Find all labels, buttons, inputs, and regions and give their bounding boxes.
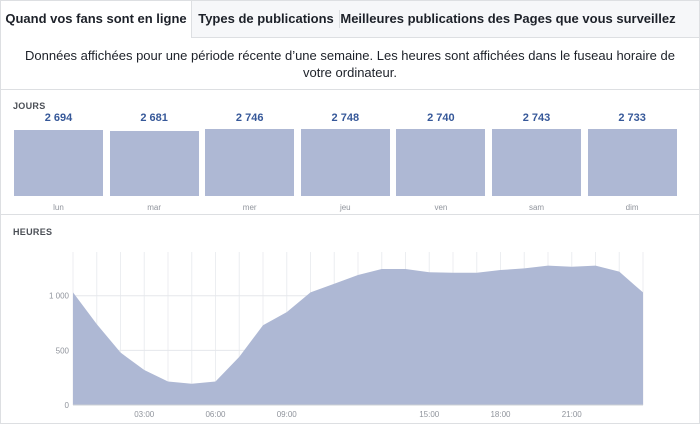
hours-area-series — [73, 265, 643, 405]
y-tick-label: 0 — [65, 401, 70, 410]
day-value-label: 2 681 — [140, 112, 168, 124]
y-tick-label: 500 — [56, 346, 70, 355]
hours-chart: HEURES 0 500 1 000 03:00 06:00 09:00 15:00 18:0… — [1, 215, 699, 423]
x-tick-label: 15:00 — [419, 410, 440, 419]
period-notice-text: Données affichées pour une période récen… — [25, 48, 675, 80]
day-column-lun[interactable]: 2 694 lun — [14, 90, 103, 214]
day-name-label: ven — [434, 203, 448, 212]
day-column-dim[interactable]: 2 733 dim — [587, 90, 677, 214]
tab-top-posts-watched-pages[interactable]: Meilleures publications des Pages que vo… — [340, 11, 676, 26]
day-bar — [396, 129, 486, 196]
days-chart: JOURS 2 694 lun 2 681 mar 2 746 mer 2 748 jeu 2 … — [1, 90, 699, 215]
day-name-label: mar — [147, 203, 161, 212]
day-column-mar[interactable]: 2 681 mar — [109, 90, 199, 214]
x-tick-label: 21:00 — [562, 410, 583, 419]
day-column-ven[interactable]: 2 740 ven — [396, 90, 486, 214]
x-tick-label: 18:00 — [490, 410, 511, 419]
day-bar — [492, 129, 581, 196]
day-name-label: sam — [528, 203, 545, 212]
tab-when-fans-online[interactable]: Quand vos fans sont en ligne — [1, 1, 192, 38]
x-tick-label: 03:00 — [134, 410, 155, 419]
day-value-label: 2 694 — [44, 112, 73, 124]
day-name-label: dim — [625, 203, 639, 212]
day-bar — [14, 130, 103, 196]
day-value-label: 2 733 — [618, 112, 646, 124]
day-value-label: 2 746 — [235, 112, 264, 124]
x-tick-label: 09:00 — [277, 410, 298, 419]
y-tick-label: 1 000 — [49, 292, 70, 301]
hours-area-chart: 0 500 1 000 03:00 06:00 09:00 15:00 18:00 21:00 — [49, 252, 644, 419]
day-name-label: mer — [242, 203, 257, 212]
day-name-label: lun — [53, 203, 64, 212]
day-name-label: jeu — [339, 203, 351, 212]
day-column-sam[interactable]: 2 743 sam — [492, 90, 581, 214]
day-column-jeu[interactable]: 2 748 jeu — [300, 90, 390, 214]
x-tick-label: 06:00 — [205, 410, 226, 419]
tab-divider — [339, 10, 340, 28]
day-bar — [205, 129, 295, 196]
days-chart-title: JOURS — [13, 101, 46, 111]
day-column-mer[interactable]: 2 746 mer — [205, 90, 295, 214]
tab-bar: Quand vos fans sont en ligne Types de pu… — [1, 1, 699, 38]
day-bar — [587, 129, 677, 196]
day-bar — [109, 130, 199, 196]
hours-chart-title: HEURES — [13, 227, 53, 237]
period-notice: Données affichées pour une période récen… — [1, 38, 699, 90]
day-value-label: 2 743 — [522, 112, 551, 124]
day-value-label: 2 748 — [331, 112, 360, 124]
tab-post-types[interactable]: Types de publications — [198, 11, 334, 26]
day-bar — [300, 129, 390, 196]
day-value-label: 2 740 — [427, 112, 455, 124]
